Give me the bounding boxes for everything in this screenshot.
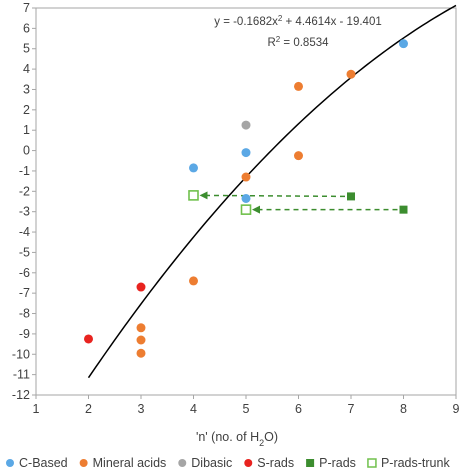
legend-item-p-rads-trunk: P-rads-trunk <box>367 456 451 470</box>
point-s-rads <box>136 282 146 292</box>
point-s-rads <box>84 334 93 344</box>
legend-marker <box>178 459 187 467</box>
x-tick-label: 9 <box>453 402 460 416</box>
legend-item-mineral-acids: Mineral acids <box>79 456 167 470</box>
point-c-based <box>241 148 251 158</box>
y-tick-label: -9 <box>19 327 30 341</box>
arrows-group <box>199 191 398 214</box>
point-p-rads-trunk <box>188 190 199 201</box>
point-p-rads <box>399 205 408 214</box>
y-tick-label: -5 <box>19 245 30 259</box>
axes <box>32 7 457 399</box>
legend: C-Based Mineral acids Dibasic S-rads P-rads P… <box>6 456 450 470</box>
legend-item-s-rads: S-rads <box>244 456 294 470</box>
x-axis-label: 'n' (no. of H2O) <box>196 430 278 448</box>
dashed-arrow <box>199 191 346 200</box>
point-c-based <box>189 163 198 173</box>
x-tick-label: 8 <box>400 402 407 416</box>
r-squared: R2 = 0.8534 <box>267 35 329 50</box>
trendline-equation: y = -0.1682x2 + 4.4614x - 19.401 <box>214 14 382 29</box>
point-mineral-acids <box>136 323 146 333</box>
y-tick-label: -7 <box>19 286 30 300</box>
x-tick-label: 7 <box>348 402 355 416</box>
x-tick-label: 3 <box>138 402 145 416</box>
y-tick-label: -11 <box>13 368 30 382</box>
y-tick-label: -2 <box>19 184 30 198</box>
point-mineral-acids <box>294 81 303 91</box>
point-dibasic <box>241 120 251 130</box>
y-tick-label: -10 <box>12 347 30 361</box>
y-tick-label: 6 <box>23 21 30 35</box>
legend-label: P-rads-trunk <box>381 456 451 470</box>
legend-item-dibasic: Dibasic <box>178 456 232 470</box>
point-c-based <box>399 39 408 49</box>
x-tick-label: 2 <box>85 402 92 416</box>
x-tick-label: 4 <box>190 402 197 416</box>
legend-label: P-rads <box>319 456 356 470</box>
point-c-based <box>241 193 251 203</box>
point-mineral-acids <box>241 172 251 182</box>
point-mineral-acids <box>136 348 146 358</box>
point-p-rads <box>347 192 355 201</box>
y-tick-label: 5 <box>23 42 30 56</box>
point-mineral-acids <box>346 69 356 79</box>
y-tick-label: -1 <box>19 164 30 178</box>
legend-marker <box>79 459 88 467</box>
legend-marker <box>6 459 14 467</box>
y-tick-label: 3 <box>23 82 30 96</box>
y-tick-label: 0 <box>23 144 30 158</box>
y-tick-label: 1 <box>23 123 30 137</box>
trendline <box>87 4 457 379</box>
point-mineral-acids <box>189 276 198 286</box>
point-mineral-acids <box>294 151 303 161</box>
y-tick-label: 2 <box>23 103 30 117</box>
x-tick-labels: 1 2 3 4 5 6 7 8 9 <box>33 402 460 416</box>
point-mineral-acids <box>136 335 146 345</box>
legend-marker <box>367 458 377 468</box>
point-p-rads-trunk <box>240 204 252 215</box>
y-tick-label: -4 <box>19 225 30 239</box>
legend-item-c-based: C-Based <box>6 456 68 470</box>
y-tick-label: 4 <box>23 62 30 76</box>
legend-label: Mineral acids <box>93 456 167 470</box>
trendline-group <box>87 4 457 379</box>
x-tick-label: 1 <box>33 402 40 416</box>
legend-label: S-rads <box>257 456 294 470</box>
y-tick-label: -6 <box>19 266 30 280</box>
y-tick-label: 7 <box>23 1 30 15</box>
legend-marker <box>244 459 253 467</box>
y-tick-label: -8 <box>19 307 30 321</box>
x-tick-label: 5 <box>243 402 250 416</box>
legend-item-p-rads: P-rads <box>306 456 356 470</box>
y-tick-label: -3 <box>19 205 30 219</box>
y-tick-label: -12 <box>12 388 30 402</box>
legend-marker <box>306 459 315 467</box>
legend-label: Dibasic <box>191 456 232 470</box>
legend-label: C-Based <box>19 456 68 470</box>
points-group <box>84 39 408 358</box>
x-tick-label: 6 <box>295 402 302 416</box>
